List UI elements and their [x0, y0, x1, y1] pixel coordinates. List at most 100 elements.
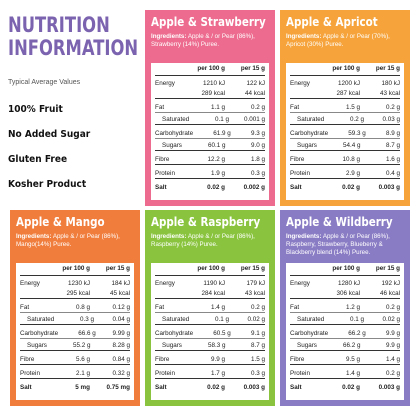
salt-label: Salt — [155, 184, 167, 191]
saturated-per-100g: 0.1 g — [214, 316, 229, 323]
salt-per-15g: 0.003 g — [243, 384, 265, 391]
saturated-per-15g: 0.02 g — [382, 316, 400, 323]
ingredients-label: Ingredients: — [286, 33, 322, 40]
salt-label: Salt — [155, 384, 167, 391]
energy-kcal-per-100g: 295 kcal — [66, 290, 90, 297]
fibre-label: Fibre — [155, 356, 170, 363]
protein-per-15g: 0.3 g — [250, 170, 265, 177]
sugars-label: Sugars — [297, 142, 317, 149]
protein-row: Protein 1.4 g 0.2 g — [290, 370, 400, 379]
card-apple-strawberry: Apple & Strawberry Ingredients: Apple & /… — [145, 10, 275, 206]
fibre-row: Fibre 9.5 g 1.4 g — [290, 356, 400, 365]
energy-kj-label: Energy — [155, 280, 175, 287]
nutrition-table: per 100 g per 15 g Energy 1230 kJ 184 kJ 295 … — [16, 263, 134, 400]
claim-gluten: Gluten Free — [8, 154, 68, 165]
salt-per-15g: 0.003 g — [378, 384, 400, 391]
energy-kcal-per-15g: 44 kcal — [245, 90, 265, 97]
energy-kj-row: Energy 1190 kJ 179 kJ — [155, 280, 265, 288]
sugars-per-15g: 9.0 g — [250, 142, 265, 149]
energy-kj-per-15g: 184 kJ — [111, 280, 130, 287]
ingredients-text: Apple & / or Pear (86%), Strawberry (14%… — [151, 33, 255, 49]
fat-row: Fat 1.2 g 0.2 g — [290, 304, 400, 313]
saturated-label: Saturated — [297, 316, 325, 323]
card-apple-mango: Apple & Mango Ingredients: Apple & / or P… — [10, 210, 140, 406]
saturated-per-100g: 0.2 g — [349, 116, 364, 123]
energy-kcal-per-100g: 289 kcal — [201, 90, 225, 97]
sugars-row: Sugars 66.2 g 9.9 g — [290, 342, 400, 351]
sugars-row: Sugars 54.4 g 8.7 g — [290, 142, 400, 151]
title-line-1: NUTRITION — [8, 13, 110, 37]
salt-label: Salt — [290, 384, 302, 391]
fibre-row: Fibre 10.8 g 1.6 g — [290, 156, 400, 165]
saturated-label: Saturated — [297, 116, 325, 123]
fat-per-15g: 0.12 g — [112, 304, 130, 311]
product-name: Apple & Wildberry — [286, 215, 393, 229]
ingredients-text: Apple & / or Pear (86%), Raspberry (14%)… — [151, 233, 255, 249]
saturated-label: Saturated — [27, 316, 55, 323]
col-per-100g: per 100 g — [197, 65, 225, 72]
sugars-label: Sugars — [27, 342, 47, 349]
fibre-per-15g: 1.6 g — [385, 156, 400, 163]
carbohydrate-label: Carbohydrate — [155, 130, 194, 137]
claim-fruit: 100% Fruit — [8, 104, 63, 115]
claims-list: 100% Fruit No Added Sugar Gluten Free Ko… — [8, 104, 99, 204]
protein-per-15g: 0.32 g — [112, 370, 130, 377]
salt-per-15g: 0.003 g — [378, 184, 400, 191]
table-header: per 100 g per 15 g — [290, 263, 400, 276]
nutrition-table: per 100 g per 15 g Energy 1210 kJ 122 kJ 289 … — [151, 63, 269, 200]
card-header: Apple & Raspberry Ingredients: Apple & / … — [145, 210, 275, 263]
fibre-label: Fibre — [155, 156, 170, 163]
fibre-row: Fibre 12.2 g 1.8 g — [155, 156, 265, 165]
energy-kj-per-15g: 180 kJ — [381, 80, 400, 87]
saturated-row: Saturated 0.3 g 0.04 g — [20, 316, 130, 325]
salt-per-100g: 5 mg — [75, 384, 90, 391]
protein-label: Protein — [290, 370, 310, 377]
col-per-15g: per 15 g — [240, 265, 265, 272]
protein-per-15g: 0.4 g — [385, 170, 400, 177]
ingredients: Ingredients: Apple & / or Pear (70%), Ap… — [286, 33, 404, 49]
ingredients-text: Apple & / or Pear (86%), Raspberry, Stra… — [286, 233, 390, 257]
carbohydrate-row: Carbohydrate 61.9 g 9.3 g — [155, 130, 265, 139]
energy-kcal-row: 295 kcal 45 kcal — [20, 290, 130, 299]
carbohydrate-row: Carbohydrate 66.6 g 9.99 g — [20, 330, 130, 339]
energy-kj-label: Energy — [20, 280, 40, 287]
salt-row: Salt 0.02 g 0.003 g — [290, 384, 400, 392]
protein-per-15g: 0.3 g — [250, 370, 265, 377]
protein-per-100g: 2.1 g — [75, 370, 90, 377]
fat-label: Fat — [290, 304, 300, 311]
ingredients-text: Apple & / or Pear (70%), Apricot (30%) P… — [286, 33, 390, 49]
energy-kcal-row: 287 kcal 43 kcal — [290, 90, 400, 99]
fibre-per-100g: 9.5 g — [345, 356, 360, 363]
carbohydrate-per-15g: 9.1 g — [250, 330, 265, 337]
fat-per-15g: 0.2 g — [385, 104, 400, 111]
energy-kj-row: Energy 1230 kJ 184 kJ — [20, 280, 130, 288]
fat-per-100g: 1.1 g — [210, 104, 225, 111]
energy-kcal-per-100g: 284 kcal — [201, 290, 225, 297]
energy-kj-label: Energy — [290, 80, 310, 87]
carbohydrate-label: Carbohydrate — [20, 330, 59, 337]
carbohydrate-label: Carbohydrate — [290, 330, 329, 337]
saturated-label: Saturated — [162, 116, 190, 123]
protein-row: Protein 2.9 g 0.4 g — [290, 170, 400, 179]
saturated-per-15g: 0.001 g — [243, 116, 265, 123]
fibre-label: Fibre — [290, 156, 305, 163]
fat-per-100g: 1.2 g — [345, 304, 360, 311]
ingredients-label: Ingredients: — [16, 233, 52, 240]
card-apple-wildberry: Apple & Wildberry Ingredients: Apple & / … — [280, 210, 410, 406]
col-per-15g: per 15 g — [375, 265, 400, 272]
protein-per-15g: 0.2 g — [385, 370, 400, 377]
energy-kj-per-100g: 1280 kJ — [337, 280, 360, 287]
card-header: Apple & Apricot Ingredients: Apple & / or… — [280, 10, 410, 63]
protein-row: Protein 1.7 g 0.3 g — [155, 370, 265, 379]
fat-per-15g: 0.2 g — [250, 104, 265, 111]
salt-row: Salt 5 mg 0.75 mg — [20, 384, 130, 392]
fat-row: Fat 1.1 g 0.2 g — [155, 104, 265, 113]
fat-per-15g: 0.2 g — [385, 304, 400, 311]
sugars-per-15g: 9.9 g — [385, 342, 400, 349]
card-apple-apricot: Apple & Apricot Ingredients: Apple & / or… — [280, 10, 410, 206]
ingredients: Ingredients: Apple & / or Pear (86%), St… — [151, 33, 269, 49]
salt-row: Salt 0.02 g 0.003 g — [290, 184, 400, 192]
claim-sugar: No Added Sugar — [8, 129, 91, 140]
salt-label: Salt — [20, 384, 32, 391]
sugars-per-100g: 66.2 g — [342, 342, 361, 349]
